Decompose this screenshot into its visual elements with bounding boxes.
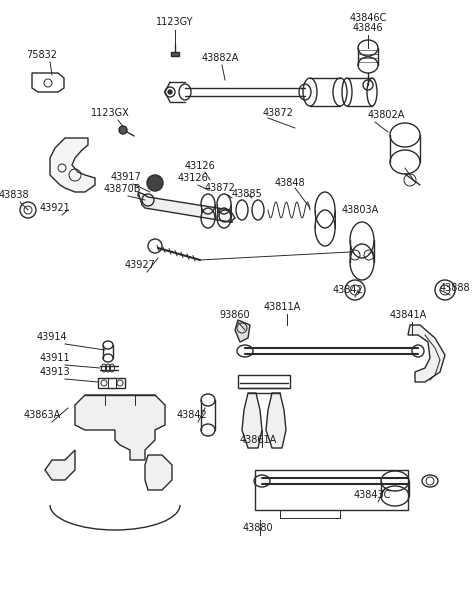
Text: 75832: 75832 <box>27 50 58 60</box>
Circle shape <box>168 90 172 94</box>
Text: 43870B: 43870B <box>103 184 141 194</box>
Text: 43848: 43848 <box>275 178 305 188</box>
Text: 43911: 43911 <box>40 353 70 363</box>
Text: 43914: 43914 <box>37 332 67 342</box>
Text: 43863A: 43863A <box>23 410 60 420</box>
Text: 43861A: 43861A <box>239 435 277 445</box>
Text: 43888: 43888 <box>440 283 470 293</box>
Text: 43927: 43927 <box>125 260 156 270</box>
Text: 43838: 43838 <box>0 190 30 200</box>
Text: 43126: 43126 <box>185 161 215 171</box>
Text: 43803A: 43803A <box>342 205 379 215</box>
Text: 43872: 43872 <box>263 108 294 118</box>
Circle shape <box>147 175 163 191</box>
Text: 43811A: 43811A <box>263 302 301 312</box>
Polygon shape <box>50 138 95 192</box>
Polygon shape <box>138 192 235 222</box>
Text: 43841A: 43841A <box>389 310 426 320</box>
Polygon shape <box>45 450 75 480</box>
Polygon shape <box>408 325 445 382</box>
Text: 43872: 43872 <box>205 183 236 193</box>
Text: 43802A: 43802A <box>368 110 406 120</box>
Polygon shape <box>235 320 250 342</box>
Text: 43846: 43846 <box>353 23 383 33</box>
Polygon shape <box>75 395 165 460</box>
Text: 1123GX: 1123GX <box>90 108 129 118</box>
Text: 43842: 43842 <box>333 285 363 295</box>
Text: 43126: 43126 <box>178 173 208 183</box>
Polygon shape <box>266 393 286 448</box>
Text: 93860: 93860 <box>220 310 250 320</box>
Polygon shape <box>242 393 262 448</box>
Text: 43843C: 43843C <box>353 490 391 500</box>
Text: 43885: 43885 <box>232 189 262 199</box>
Circle shape <box>119 126 127 134</box>
Text: 43880: 43880 <box>243 523 273 533</box>
Text: 43882A: 43882A <box>201 53 238 63</box>
Text: 43842: 43842 <box>177 410 208 420</box>
Polygon shape <box>171 52 179 56</box>
Text: 43917: 43917 <box>110 172 141 182</box>
Text: 43921: 43921 <box>40 203 70 213</box>
Polygon shape <box>145 455 172 490</box>
Text: 43913: 43913 <box>40 367 70 377</box>
Text: 1123GY: 1123GY <box>156 17 194 27</box>
Text: 43846C: 43846C <box>349 13 387 23</box>
